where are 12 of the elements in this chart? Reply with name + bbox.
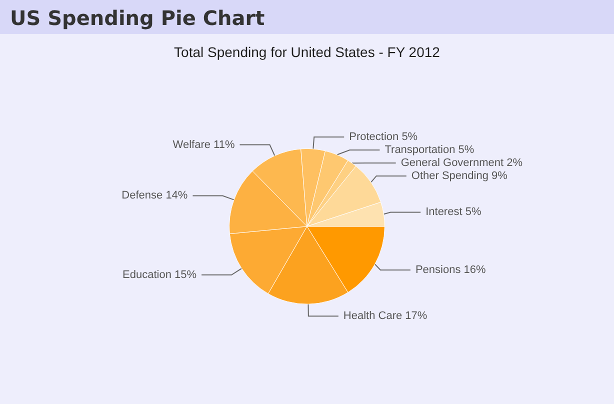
slice-label: Other Spending 9%	[411, 170, 508, 182]
slice-label: Pensions 16%	[415, 264, 486, 276]
slice-label: Transportation 5%	[384, 144, 474, 156]
chart-title: US Spending Pie Chart	[0, 0, 614, 34]
slice-label: Interest 5%	[426, 206, 482, 218]
slice-label: Defense 14%	[122, 190, 188, 202]
slice-label: Education 15%	[122, 268, 197, 281]
chart-subtitle: Total Spending for United States - FY 2012	[174, 44, 440, 60]
slice-label: Protection 5%	[349, 130, 418, 143]
slice-label: Health Care 17%	[343, 310, 428, 322]
slice-label: Welfare 11%	[172, 138, 235, 151]
slice-label: General Government 2%	[400, 156, 523, 169]
